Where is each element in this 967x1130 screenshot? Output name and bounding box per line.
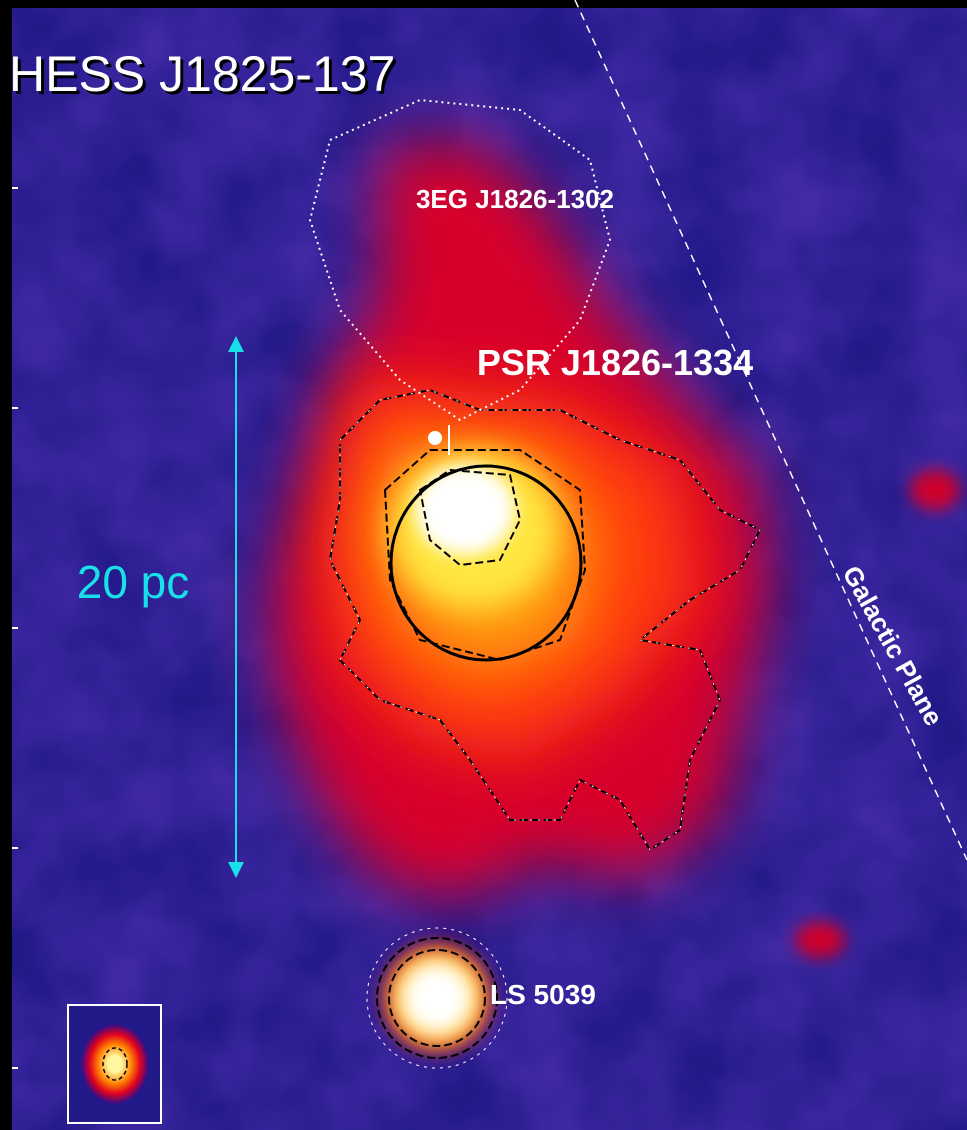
title: HESS J1825-137 — [9, 46, 395, 102]
egret-label: 3EG J1826-1302 — [416, 184, 614, 214]
top-border — [0, 0, 967, 8]
scale-label: 20 pc — [77, 556, 190, 608]
ls5039-source — [382, 943, 492, 1053]
psf-inset — [68, 1005, 161, 1123]
pulsar-label: PSR J1826-1334 — [477, 342, 753, 383]
ls5039-label: LS 5039 — [490, 979, 596, 1010]
sky-map: HESS J1825-137 HESS J1825-137 3EG J1826-… — [0, 0, 967, 1130]
page: {"title": "HESS J1825-137", "labels": {"… — [0, 0, 967, 1130]
left-border — [0, 0, 12, 1130]
